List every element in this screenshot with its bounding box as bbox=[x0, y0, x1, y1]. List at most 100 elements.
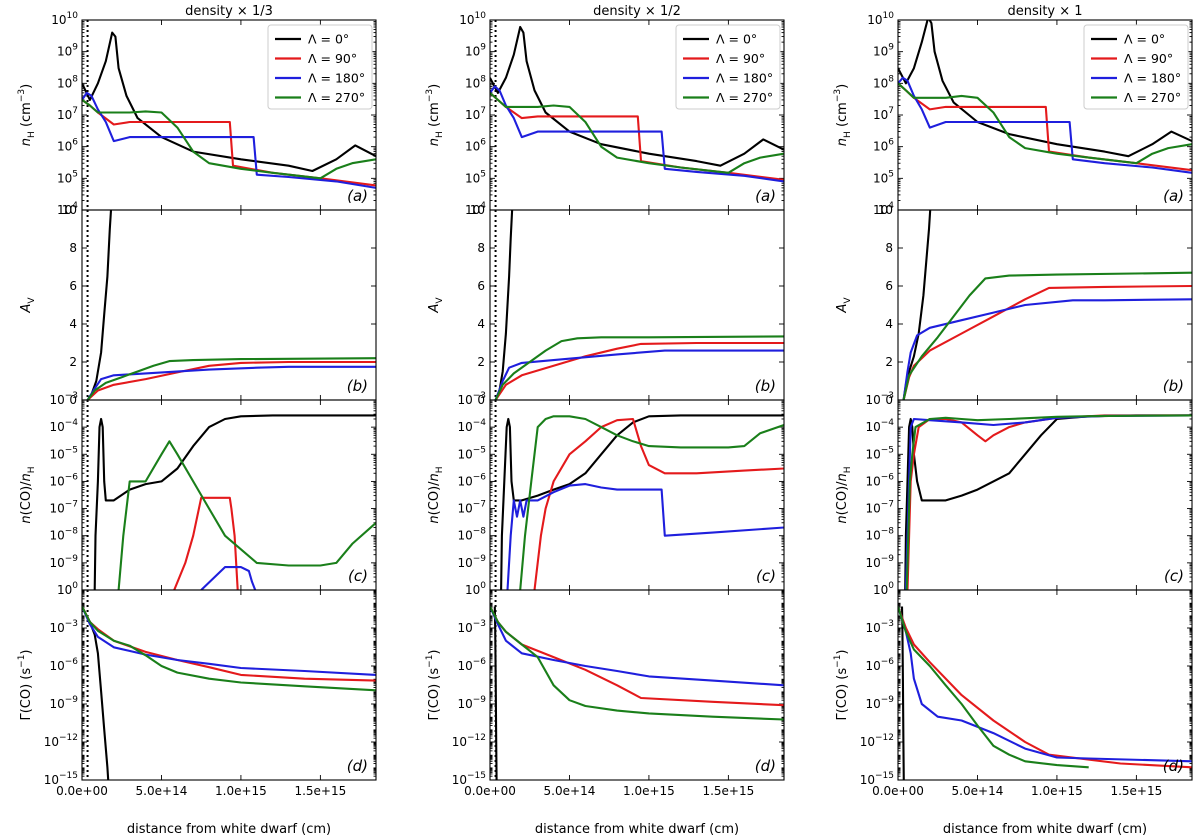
panel-label: (d) bbox=[347, 757, 368, 775]
y-tick-label: 10−3 bbox=[865, 619, 894, 635]
series-line-l270 bbox=[490, 92, 784, 174]
y-tick-label: 107 bbox=[465, 106, 486, 122]
y-tick-label: 8 bbox=[477, 241, 485, 255]
y-tick-label: 10−6 bbox=[865, 472, 894, 488]
x-tick-label: 5.0e+14 bbox=[952, 784, 1004, 798]
y-tick-label: 106 bbox=[57, 138, 78, 154]
y-tick-label: 2 bbox=[69, 355, 77, 369]
plot-frame bbox=[489, 589, 785, 781]
panel-fCO: 10−9 10−8 10−7 10−6 10−5 10−4 10−3 n(CO)/nH (c) bbox=[427, 391, 785, 591]
series-line-l180 bbox=[898, 606, 1192, 763]
panel-label: (d) bbox=[1163, 757, 1184, 775]
y-tick-label: 10−5 bbox=[865, 445, 894, 461]
legend-entry: Λ = 270° bbox=[1124, 90, 1181, 105]
y-tick-label: 1010 bbox=[51, 11, 78, 27]
panel-fCO: 10−9 10−8 10−7 10−6 10−5 10−4 10−3 n(CO)/nH (c) bbox=[835, 391, 1193, 591]
legend-entry: Λ = 0° bbox=[1124, 32, 1165, 47]
y-tick-label: 100 bbox=[873, 581, 894, 597]
panel-label: (a) bbox=[1163, 187, 1184, 205]
y-tick-label: 105 bbox=[465, 169, 486, 185]
plot-frame bbox=[489, 399, 785, 591]
y-tick-label: 0 bbox=[885, 393, 893, 407]
series-line-l270 bbox=[490, 606, 784, 721]
series-line-l0 bbox=[493, 606, 498, 780]
legend-entry: Λ = 180° bbox=[308, 71, 365, 86]
y-tick-label: 10−7 bbox=[49, 500, 78, 516]
plot-frame bbox=[81, 209, 377, 401]
y-tick-label: 107 bbox=[57, 106, 78, 122]
panel-Av: 0 2 4 6 8 10 AV (b) bbox=[427, 203, 785, 407]
y-tick-label: 10−6 bbox=[457, 472, 486, 488]
y-tick-label: 10−12 bbox=[860, 733, 894, 749]
y-tick-label: 10−6 bbox=[865, 657, 894, 673]
y-axis-label: nH (cm−3) bbox=[833, 84, 853, 146]
y-tick-label: 2 bbox=[477, 355, 485, 369]
y-tick-label: 10−3 bbox=[457, 619, 486, 635]
series-line-l180 bbox=[898, 76, 1192, 174]
y-tick-label: 10−15 bbox=[452, 771, 486, 787]
y-axis-label: nH (cm−3) bbox=[425, 84, 445, 146]
column-title: density × 1/2 bbox=[593, 4, 681, 19]
series-line-l180 bbox=[82, 606, 376, 676]
legend-entry: Λ = 90° bbox=[716, 51, 765, 66]
y-tick-label: 10 bbox=[470, 203, 485, 217]
series-line-l180 bbox=[490, 85, 784, 183]
x-axis-label: distance from white dwarf (cm) bbox=[943, 822, 1147, 837]
y-axis-label: AV bbox=[835, 297, 853, 314]
y-tick-label: 10−3 bbox=[865, 391, 894, 407]
panel-rate: 10−15 10−12 10−9 10−6 10−3 100 0.0e+00 5.0e+14 1… bbox=[833, 581, 1193, 798]
series-group bbox=[86, 210, 376, 400]
y-axis-label: n(CO)/nH bbox=[835, 466, 853, 523]
y-tick-label: 10−15 bbox=[44, 771, 78, 787]
legend-entry: Λ = 270° bbox=[308, 90, 365, 105]
series-group bbox=[490, 25, 784, 183]
series-line-l0 bbox=[490, 25, 784, 167]
legend-box bbox=[1083, 24, 1189, 110]
panel-nH: 104 105 106 107 108 109 1010 nH (cm−3) (a) Λ = 0°… bbox=[425, 11, 785, 217]
x-tick-label: 1.5e+15 bbox=[1110, 784, 1162, 798]
legend-box bbox=[675, 24, 781, 110]
y-axis-label: n(CO)/nH bbox=[427, 466, 445, 523]
y-tick-label: 10−6 bbox=[49, 657, 78, 673]
plot-frame bbox=[897, 399, 1193, 591]
series-line-l90 bbox=[173, 496, 239, 590]
y-tick-label: 8 bbox=[69, 241, 77, 255]
y-tick-label: 10−7 bbox=[457, 500, 486, 516]
series-line-l180 bbox=[904, 414, 1192, 590]
y-tick-label: 6 bbox=[69, 279, 77, 293]
panel-rate: 10−15 10−12 10−9 10−6 10−3 100 0.0e+00 5.0e+14 1… bbox=[425, 581, 785, 798]
y-tick-label: 0 bbox=[477, 393, 485, 407]
series-line-l0 bbox=[82, 31, 376, 173]
x-tick-label: 1.5e+15 bbox=[702, 784, 754, 798]
panel-label: (c) bbox=[756, 567, 776, 585]
series-line-l180 bbox=[506, 483, 784, 590]
y-tick-label: 10−6 bbox=[457, 657, 486, 673]
y-tick-label: 8 bbox=[885, 241, 893, 255]
series-line-l270 bbox=[902, 271, 1192, 400]
y-axis-label: Γ(CO) (s−1) bbox=[425, 649, 442, 720]
series-group bbox=[500, 414, 784, 590]
y-axis-label: Γ(CO) (s−1) bbox=[17, 649, 34, 720]
y-tick-label: 10−3 bbox=[457, 391, 486, 407]
series-line-l90 bbox=[898, 606, 1192, 769]
y-tick-label: 10 bbox=[62, 203, 77, 217]
y-tick-label: 10−6 bbox=[49, 472, 78, 488]
y-tick-label: 10−5 bbox=[457, 445, 486, 461]
x-axis-label: distance from white dwarf (cm) bbox=[127, 822, 331, 837]
x-axis-label: distance from white dwarf (cm) bbox=[535, 822, 739, 837]
y-tick-label: 4 bbox=[885, 317, 893, 331]
y-tick-label: 10−9 bbox=[457, 554, 486, 570]
series-line-l180 bbox=[86, 365, 376, 400]
y-tick-label: 10−9 bbox=[457, 695, 486, 711]
panel-rate: 10−15 10−12 10−9 10−6 10−3 100 0.0e+00 5.0e+14 1… bbox=[17, 581, 377, 798]
y-tick-label: 108 bbox=[57, 74, 78, 90]
panel-label: (b) bbox=[347, 377, 368, 395]
y-tick-label: 10−4 bbox=[49, 418, 78, 434]
series-group bbox=[898, 20, 1192, 174]
series-group bbox=[902, 210, 1192, 400]
legend-entry: Λ = 90° bbox=[308, 51, 357, 66]
y-axis-label: AV bbox=[19, 297, 37, 314]
legend-entry: Λ = 0° bbox=[716, 32, 757, 47]
